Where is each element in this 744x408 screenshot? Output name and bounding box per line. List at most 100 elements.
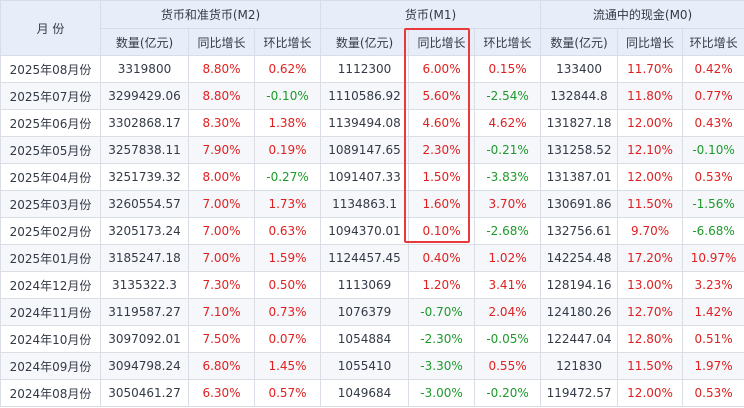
m1-group-header: 货币(M1) <box>320 0 542 29</box>
m2-mom-cell: 1.38% <box>253 109 322 137</box>
m0-mom-header: 环比增长 <box>682 28 744 56</box>
m2-yoy-cell: 6.30% <box>188 379 255 407</box>
m2-quantity-header: 数量(亿元) <box>100 28 189 56</box>
m0-mom-cell: 0.53% <box>682 163 744 191</box>
m2-quantity-cell: 3205173.24 <box>100 217 189 245</box>
m0-quantity-cell: 128194.16 <box>540 271 619 299</box>
m1-yoy-cell: 0.10% <box>408 217 476 245</box>
m2-quantity-cell: 3251739.32 <box>100 163 189 191</box>
m2-mom-header: 环比增长 <box>253 28 322 56</box>
month-cell: 2024年08月份 <box>0 379 101 407</box>
m0-yoy-cell: 12.00% <box>617 109 684 137</box>
m1-quantity-cell: 1091407.33 <box>320 163 410 191</box>
m2-mom-cell: 0.63% <box>253 217 322 245</box>
m2-mom-cell: -0.27% <box>253 163 322 191</box>
m0-mom-cell: 0.43% <box>682 109 744 137</box>
m1-quantity-cell: 1076379 <box>320 298 410 326</box>
m1-mom-cell: 0.15% <box>474 55 542 83</box>
m0-mom-cell: 1.97% <box>682 352 744 380</box>
month-cell: 2024年09月份 <box>0 352 101 380</box>
m2-yoy-cell: 7.00% <box>188 244 255 272</box>
m1-mom-cell: 1.02% <box>474 244 542 272</box>
m2-quantity-cell: 3097092.01 <box>100 325 189 353</box>
m0-yoy-cell: 12.00% <box>617 163 684 191</box>
m1-mom-cell: -3.83% <box>474 163 542 191</box>
m1-quantity-cell: 1055410 <box>320 352 410 380</box>
m0-quantity-cell: 133400 <box>540 55 619 83</box>
m1-quantity-cell: 1049684 <box>320 379 410 407</box>
m0-yoy-cell: 12.70% <box>617 298 684 326</box>
m0-quantity-cell: 119472.57 <box>540 379 619 407</box>
m1-quantity-cell: 1124457.45 <box>320 244 410 272</box>
m1-yoy-cell: 2.30% <box>408 136 476 164</box>
m0-mom-cell: 0.53% <box>682 379 744 407</box>
month-cell: 2025年08月份 <box>0 55 101 83</box>
m2-mom-cell: 0.50% <box>253 271 322 299</box>
month-cell: 2024年12月份 <box>0 271 101 299</box>
m1-quantity-cell: 1113069 <box>320 271 410 299</box>
m0-yoy-cell: 13.00% <box>617 271 684 299</box>
m2-mom-cell: 0.19% <box>253 136 322 164</box>
m2-yoy-cell: 8.30% <box>188 109 255 137</box>
m0-quantity-cell: 122447.04 <box>540 325 619 353</box>
m0-yoy-cell: 11.50% <box>617 352 684 380</box>
m2-mom-cell: 1.73% <box>253 190 322 218</box>
m1-mom-cell: 3.41% <box>474 271 542 299</box>
m2-quantity-cell: 3260554.57 <box>100 190 189 218</box>
m0-group-header: 流通中的现金(M0) <box>540 0 744 29</box>
m2-yoy-cell: 8.00% <box>188 163 255 191</box>
m1-mom-cell: -0.21% <box>474 136 542 164</box>
table-row: 2025年03月份 3260554.57 7.00% 1.73% 1134863.1 1.… <box>0 190 744 218</box>
month-cell: 2025年06月份 <box>0 109 101 137</box>
m0-mom-cell: -1.56% <box>682 190 744 218</box>
m1-yoy-cell: -3.30% <box>408 352 476 380</box>
m1-mom-cell: 0.55% <box>474 352 542 380</box>
table-row: 2025年04月份 3251739.32 8.00% -0.27% 1091407.33… <box>0 163 744 191</box>
table-row: 2025年07月份 3299429.06 8.80% -0.10% 1110586.92… <box>0 82 744 110</box>
m1-yoy-cell: -3.00% <box>408 379 476 407</box>
m1-yoy-cell: 0.40% <box>408 244 476 272</box>
m1-yoy-cell: 6.00% <box>408 55 476 83</box>
m2-group-header: 货币和准货币(M2) <box>99 0 322 29</box>
table-row: 2024年12月份 3135322.3 7.30% 0.50% 1113069 1.20%… <box>0 271 744 299</box>
m1-mom-cell: -0.05% <box>474 325 542 353</box>
table-row: 2025年06月份 3302868.17 8.30% 1.38% 1139494.08 4… <box>0 109 744 137</box>
m0-yoy-cell: 11.50% <box>617 190 684 218</box>
m0-yoy-cell: 12.80% <box>617 325 684 353</box>
m1-quantity-cell: 1089147.65 <box>320 136 410 164</box>
m2-mom-cell: 0.07% <box>253 325 322 353</box>
m2-quantity-cell: 3299429.06 <box>100 82 189 110</box>
m1-mom-header: 环比增长 <box>474 28 542 56</box>
m2-yoy-header: 同比增长 <box>188 28 255 56</box>
m0-quantity-header: 数量(亿元) <box>540 28 619 56</box>
m1-yoy-cell: 4.60% <box>408 109 476 137</box>
m2-quantity-cell: 3119587.27 <box>100 298 189 326</box>
table-row: 2025年02月份 3205173.24 7.00% 0.63% 1094370.01 0… <box>0 217 744 245</box>
m1-quantity-cell: 1094370.01 <box>320 217 410 245</box>
m2-yoy-cell: 7.00% <box>188 217 255 245</box>
m0-quantity-cell: 124180.26 <box>540 298 619 326</box>
m2-quantity-cell: 3050461.27 <box>100 379 189 407</box>
m0-yoy-cell: 17.20% <box>617 244 684 272</box>
m0-mom-cell: -6.68% <box>682 217 744 245</box>
month-cell: 2025年03月份 <box>0 190 101 218</box>
m0-mom-cell: 3.23% <box>682 271 744 299</box>
m1-quantity-cell: 1112300 <box>320 55 410 83</box>
m0-mom-cell: 1.42% <box>682 298 744 326</box>
m0-yoy-header: 同比增长 <box>617 28 684 56</box>
table-row: 2024年10月份 3097092.01 7.50% 0.07% 1054884 -2.3… <box>0 325 744 353</box>
m2-quantity-cell: 3185247.18 <box>100 244 189 272</box>
table-row: 2024年09月份 3094798.24 6.80% 1.45% 1055410 -3.3… <box>0 352 744 380</box>
table-row: 2025年05月份 3257838.11 7.90% 0.19% 1089147.65 2… <box>0 136 744 164</box>
m0-quantity-cell: 131258.52 <box>540 136 619 164</box>
m0-quantity-cell: 131827.18 <box>540 109 619 137</box>
table-row: 2024年11月份 3119587.27 7.10% 0.73% 1076379 -0.7… <box>0 298 744 326</box>
m0-quantity-cell: 121830 <box>540 352 619 380</box>
m2-quantity-cell: 3094798.24 <box>100 352 189 380</box>
m2-quantity-cell: 3302868.17 <box>100 109 189 137</box>
m1-yoy-header: 同比增长 <box>408 28 476 56</box>
m0-yoy-cell: 9.70% <box>617 217 684 245</box>
m1-mom-cell: 4.62% <box>474 109 542 137</box>
